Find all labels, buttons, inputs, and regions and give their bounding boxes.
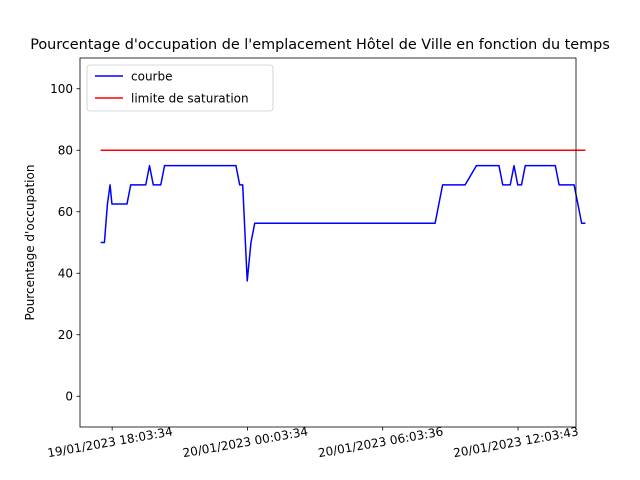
- legend-label-1: courbe: [131, 69, 172, 83]
- legend-frame: [86, 64, 274, 112]
- y-axis-label: Pourcentage d'occupation: [23, 165, 37, 321]
- y-axis: 0 20 40 60 80 100: [50, 82, 80, 404]
- plot-frame: [79, 57, 577, 428]
- series-line-1: [100, 164, 586, 282]
- legend-label-2: limite de saturation: [131, 91, 249, 105]
- y-tick-label: 60: [58, 205, 73, 219]
- y-tick-label: 20: [58, 328, 73, 342]
- y-tick-label: 40: [58, 267, 73, 281]
- series-layer: [100, 149, 586, 282]
- y-tick-label: 100: [50, 82, 73, 96]
- y-tick-label: 0: [65, 390, 73, 404]
- legend: courbe limite de saturation: [86, 64, 274, 112]
- plot-area: [80, 58, 576, 427]
- y-tick-label: 80: [58, 144, 73, 158]
- chart-title: Pourcentage d'occupation de l'emplacemen…: [30, 37, 610, 53]
